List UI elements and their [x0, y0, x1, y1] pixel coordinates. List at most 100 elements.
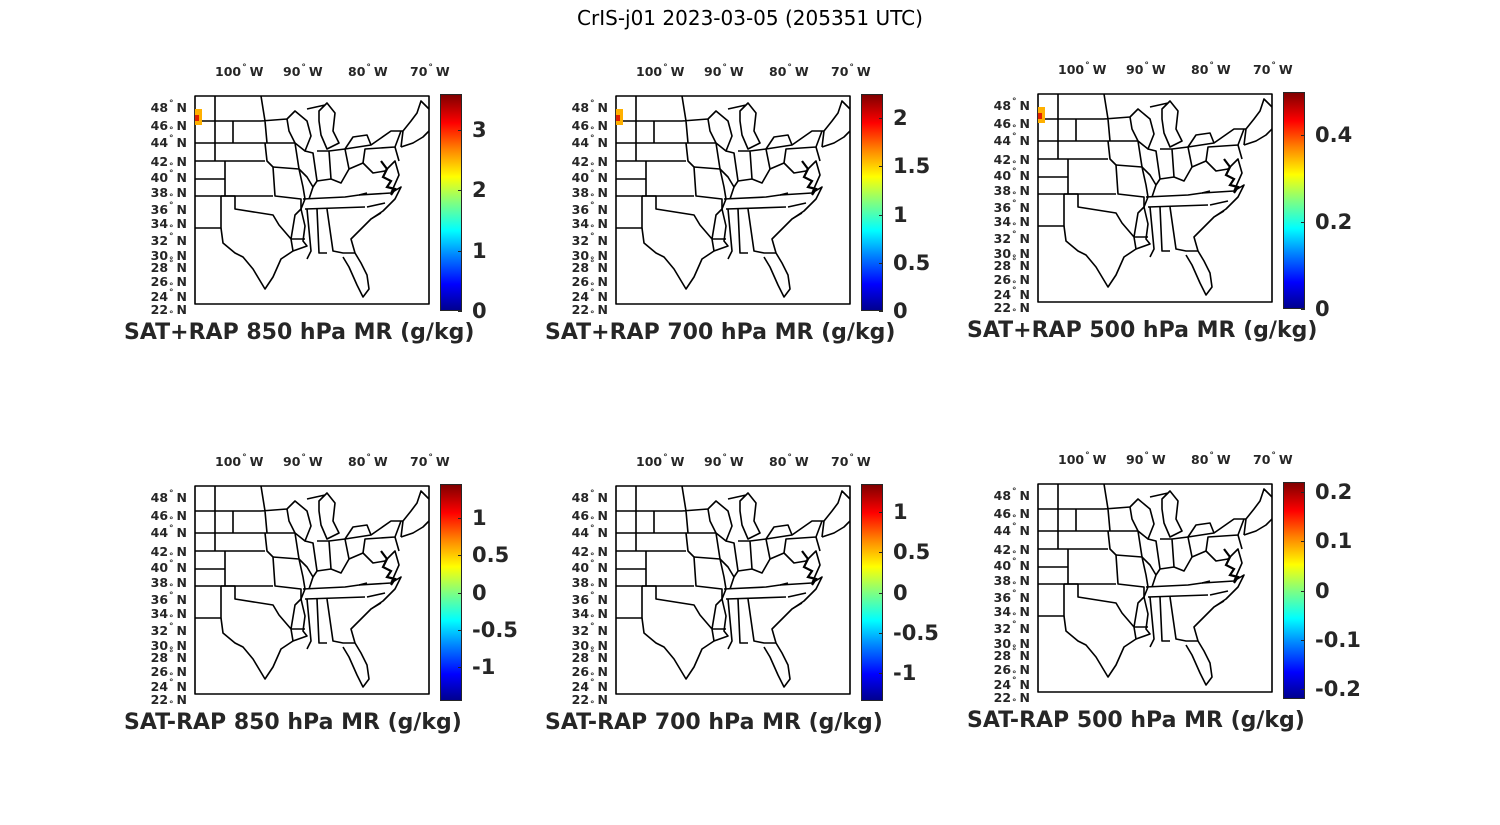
colorbar-tick-mark	[458, 517, 462, 519]
state-boundary	[194, 485, 430, 695]
lon-tick-label: 70° W	[831, 453, 871, 469]
us-state-map	[1037, 483, 1273, 693]
data-hotspot-core	[616, 115, 620, 121]
state-boundary	[727, 598, 803, 688]
panel-label: SAT-RAP 850 hPa MR (g/kg)	[124, 710, 462, 735]
lon-tick-label: 80° W	[1191, 451, 1231, 467]
state-boundary	[616, 511, 655, 570]
state-boundary	[1115, 164, 1151, 250]
lon-tick-label: 80° W	[348, 453, 388, 469]
lat-tick-label: 44° N	[571, 524, 608, 540]
colorbar-tick-label: 0.5	[893, 250, 931, 275]
lat-tick-label: 28° N	[993, 257, 1030, 273]
data-hotspot-core	[195, 115, 199, 121]
lat-tick-label: 30° N	[993, 246, 1030, 264]
colorbar-tick-label: 1	[893, 500, 908, 525]
colorbar-tick-label: 2	[893, 106, 908, 131]
lat-tick-label: 42° N	[993, 542, 1030, 560]
colorbar-tick-label: 0.2	[1315, 479, 1353, 504]
state-boundary	[272, 166, 308, 252]
colorbar-tick-label: 0.1	[1315, 529, 1353, 554]
state-boundary	[195, 511, 234, 570]
lat-tick-label: 38° N	[571, 185, 608, 203]
state-boundary	[765, 490, 851, 554]
lat-tick-label: 40° N	[571, 559, 608, 575]
state-boundary	[272, 556, 308, 642]
lat-tick-label: 48° N	[150, 489, 187, 505]
colorbar-tick-mark	[1301, 590, 1305, 592]
colorbar-tick-label: 0	[472, 299, 487, 323]
state-boundary	[685, 532, 723, 630]
lat-tick-label: 36° N	[993, 589, 1030, 605]
map-panel: 100° W 90° W 80° W 70° W 48° N 46° N 44° N 42° N 40° N 38°…	[963, 58, 1383, 343]
colorbar-tick-label: -0.5	[893, 620, 939, 645]
lat-tick-label: 30° N	[993, 636, 1030, 654]
state-boundary	[306, 598, 382, 688]
lat-tick-label: 36° N	[993, 199, 1030, 215]
lat-tick-label: 48° N	[150, 99, 187, 115]
state-boundary	[1063, 583, 1137, 678]
colorbar-tick-label: 0	[472, 580, 487, 605]
lon-tick-label: 80° W	[769, 63, 809, 79]
lat-tick-label: 32° N	[571, 232, 608, 248]
lat-tick-label: 32° N	[993, 620, 1030, 636]
state-boundary	[306, 492, 340, 540]
state-boundary	[1149, 596, 1225, 686]
state-boundary	[765, 100, 851, 164]
lat-tick-label: 44° N	[150, 524, 187, 540]
colorbar-tick-mark	[458, 592, 462, 594]
colorbar-tick-mark	[1301, 135, 1305, 137]
map-panel: 100° W 90° W 80° W 70° W 48° N 46° N 44° N 42° N 40° N 38°…	[541, 60, 961, 345]
state-boundary	[1187, 98, 1273, 162]
lon-tick-label: 100° W	[1058, 451, 1107, 467]
colorbar-tick-mark	[1301, 491, 1305, 493]
lat-tick-label: 38° N	[571, 575, 608, 593]
us-state-map	[615, 95, 851, 305]
state-boundary	[693, 556, 729, 642]
lat-tick-label: 38° N	[993, 183, 1030, 201]
colorbar-tick-label: 0	[1315, 578, 1330, 603]
state-boundary	[1038, 94, 1116, 227]
colorbar	[440, 94, 462, 311]
lat-tick-label: 24° N	[993, 286, 1030, 302]
state-boundary	[1141, 536, 1211, 598]
lat-tick-label: 24° N	[571, 288, 608, 304]
state-boundary	[195, 96, 273, 229]
state-boundary	[298, 148, 368, 210]
lat-tick-label: 36° N	[571, 201, 608, 217]
lon-tick-label: 90° W	[283, 63, 323, 79]
lon-tick-label: 70° W	[1253, 451, 1293, 467]
lat-tick-label: 24° N	[150, 288, 187, 304]
state-boundary	[1141, 146, 1211, 208]
state-boundary	[641, 585, 715, 680]
colorbar-tick-label: 0.5	[472, 543, 510, 568]
colorbar-tick-mark	[879, 592, 883, 594]
lat-tick-label: 42° N	[150, 154, 187, 172]
lat-tick-label: 36° N	[150, 201, 187, 217]
lat-tick-label: 24° N	[571, 678, 608, 694]
lat-tick-label: 48° N	[993, 97, 1030, 113]
map-panel: 100° W 90° W 80° W 70° W 48° N 46° N 44° N 42° N 40° N 38°…	[963, 448, 1383, 733]
lat-tick-label: 34° N	[150, 216, 187, 234]
lat-tick-label: 22° N	[150, 692, 187, 710]
map-panel: 100° W 90° W 80° W 70° W 48° N 46° N 44° N 42° N 40° N 38°…	[120, 60, 540, 345]
panel-label: SAT-RAP 700 hPa MR (g/kg)	[545, 710, 883, 735]
colorbar-tick-label: 1	[472, 505, 487, 530]
lat-tick-label: 38° N	[150, 575, 187, 593]
lat-tick-label: 42° N	[571, 544, 608, 562]
lat-tick-label: 46° N	[150, 508, 187, 526]
lat-tick-label: 48° N	[571, 99, 608, 115]
lat-tick-label: 44° N	[150, 134, 187, 150]
lat-tick-label: 38° N	[993, 573, 1030, 591]
lon-tick-label: 90° W	[1126, 451, 1166, 467]
lat-tick-label: 44° N	[571, 134, 608, 150]
colorbar-tick-label: 0.4	[1315, 123, 1353, 148]
state-boundary	[306, 102, 340, 150]
state-boundary	[1149, 100, 1183, 148]
lat-tick-label: 38° N	[150, 185, 187, 203]
colorbar-tick-mark	[879, 166, 883, 168]
colorbar-tick-label: 2	[472, 178, 487, 203]
state-boundary	[693, 166, 729, 252]
lat-tick-label: 36° N	[150, 591, 187, 607]
lon-tick-label: 100° W	[215, 453, 264, 469]
